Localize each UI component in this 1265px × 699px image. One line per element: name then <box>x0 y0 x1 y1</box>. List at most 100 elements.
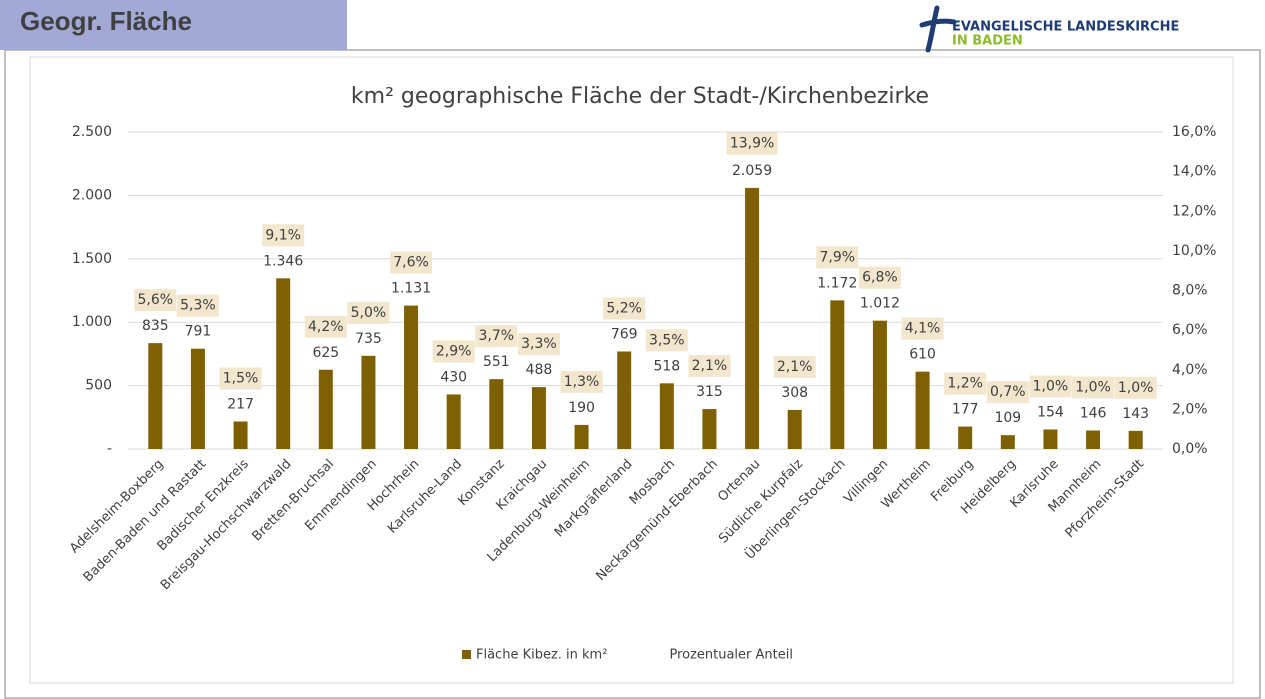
percent-label-box <box>432 340 475 363</box>
percent-label-box <box>858 266 901 289</box>
percent-label-box <box>219 367 262 390</box>
data-label: 5,0% <box>351 305 387 321</box>
data-label: 2,9% <box>436 343 472 359</box>
legend-label: Prozentualer Anteil <box>669 648 793 663</box>
logo-text: EVANGELISCHE LANDESKIRCHE <box>952 20 1179 35</box>
percent-label-box <box>1114 376 1157 399</box>
chart-frame <box>29 56 1234 684</box>
legend-swatch <box>462 650 471 659</box>
header-title: Geogr. Fläche <box>20 6 192 36</box>
data-label: 769 <box>611 326 638 342</box>
y-tick-label: - <box>107 441 112 457</box>
data-label: 5,3% <box>180 298 216 314</box>
percent-label-box <box>517 333 560 356</box>
bar <box>404 305 419 449</box>
y2-tick-label: 2,0% <box>1172 401 1208 417</box>
data-label: 217 <box>227 396 254 412</box>
percent-label-box <box>726 132 778 155</box>
data-label: 315 <box>696 384 723 400</box>
bar <box>233 421 248 449</box>
percent-label-box <box>347 301 390 324</box>
data-label: 146 <box>1080 405 1107 421</box>
data-label: 1,0% <box>1075 379 1111 395</box>
y-tick-label: 2.000 <box>72 187 112 203</box>
logo-cross <box>919 5 957 53</box>
percent-label-box <box>986 381 1029 404</box>
data-label: 488 <box>526 362 553 378</box>
y-tick-label: 500 <box>85 378 112 394</box>
data-label: 190 <box>568 400 595 416</box>
chart-title: km² geographische Fläche der Stadt-/Kirc… <box>351 84 929 109</box>
y2-tick-label: 0,0% <box>1172 441 1208 457</box>
data-label: 7,9% <box>820 249 856 265</box>
y2-tick-label: 12,0% <box>1172 203 1216 219</box>
data-label: 735 <box>355 331 382 347</box>
bar <box>915 371 930 449</box>
bar <box>489 379 504 449</box>
bar <box>830 300 845 449</box>
data-label: 1.131 <box>391 281 431 297</box>
data-label: 4,1% <box>905 321 941 337</box>
bar <box>531 387 546 449</box>
y2-tick-label: 4,0% <box>1172 362 1208 378</box>
data-label: 13,9% <box>730 136 774 152</box>
percent-label-box <box>176 294 219 317</box>
bar <box>745 187 760 449</box>
slide-border <box>4 49 1261 699</box>
percent-label-box <box>944 372 987 395</box>
data-label: 1.012 <box>860 296 900 312</box>
data-label: 1,2% <box>947 376 983 392</box>
data-label: 3,3% <box>521 336 557 352</box>
data-label: 1,5% <box>223 370 259 386</box>
data-label: 109 <box>994 410 1021 426</box>
bar <box>276 278 291 449</box>
bar <box>617 351 632 449</box>
data-label: 5,2% <box>606 300 642 316</box>
data-label: 143 <box>1122 406 1149 422</box>
percent-label-box <box>1029 375 1072 398</box>
data-label: 177 <box>952 402 979 418</box>
percent-label-box <box>134 289 177 312</box>
data-label: 1,0% <box>1033 378 1069 394</box>
data-label: 308 <box>781 385 808 401</box>
data-label: 0,7% <box>990 384 1026 400</box>
data-label: 1,3% <box>564 374 600 390</box>
y2-tick-label: 16,0% <box>1172 124 1216 140</box>
bar <box>872 320 887 449</box>
legend-label: Fläche Kibez. in km² <box>476 648 607 663</box>
percent-label-box <box>603 297 646 320</box>
percent-label-box <box>390 251 433 274</box>
data-label: 9,1% <box>265 227 301 243</box>
data-label: 2,1% <box>777 359 813 375</box>
data-label: 430 <box>440 369 467 385</box>
bar <box>702 409 717 449</box>
y2-tick-label: 6,0% <box>1172 322 1208 338</box>
percent-label-box <box>645 329 688 352</box>
data-label: 518 <box>653 358 680 374</box>
data-label: 7,6% <box>393 255 429 271</box>
bar <box>787 409 802 449</box>
percent-label-box <box>304 315 347 338</box>
data-label: 625 <box>312 345 339 361</box>
y2-tick-label: 8,0% <box>1172 283 1208 299</box>
data-label: 610 <box>909 347 936 363</box>
data-label: 3,7% <box>479 328 515 344</box>
y-tick-label: 1.000 <box>72 314 112 330</box>
data-label: 551 <box>483 354 510 370</box>
bar <box>190 348 205 449</box>
data-label: 791 <box>185 324 212 340</box>
bar <box>1000 435 1015 449</box>
data-label: 2.059 <box>732 163 772 179</box>
percent-label-box <box>816 246 859 269</box>
bar <box>1128 430 1143 449</box>
y2-tick-label: 14,0% <box>1172 164 1216 180</box>
bar <box>659 383 674 449</box>
data-label: 2,1% <box>692 358 728 374</box>
bar <box>1086 430 1101 449</box>
percent-label-box <box>901 317 944 340</box>
data-label: 154 <box>1037 404 1064 420</box>
data-label: 1,0% <box>1118 380 1154 396</box>
data-label: 5,6% <box>138 292 174 308</box>
